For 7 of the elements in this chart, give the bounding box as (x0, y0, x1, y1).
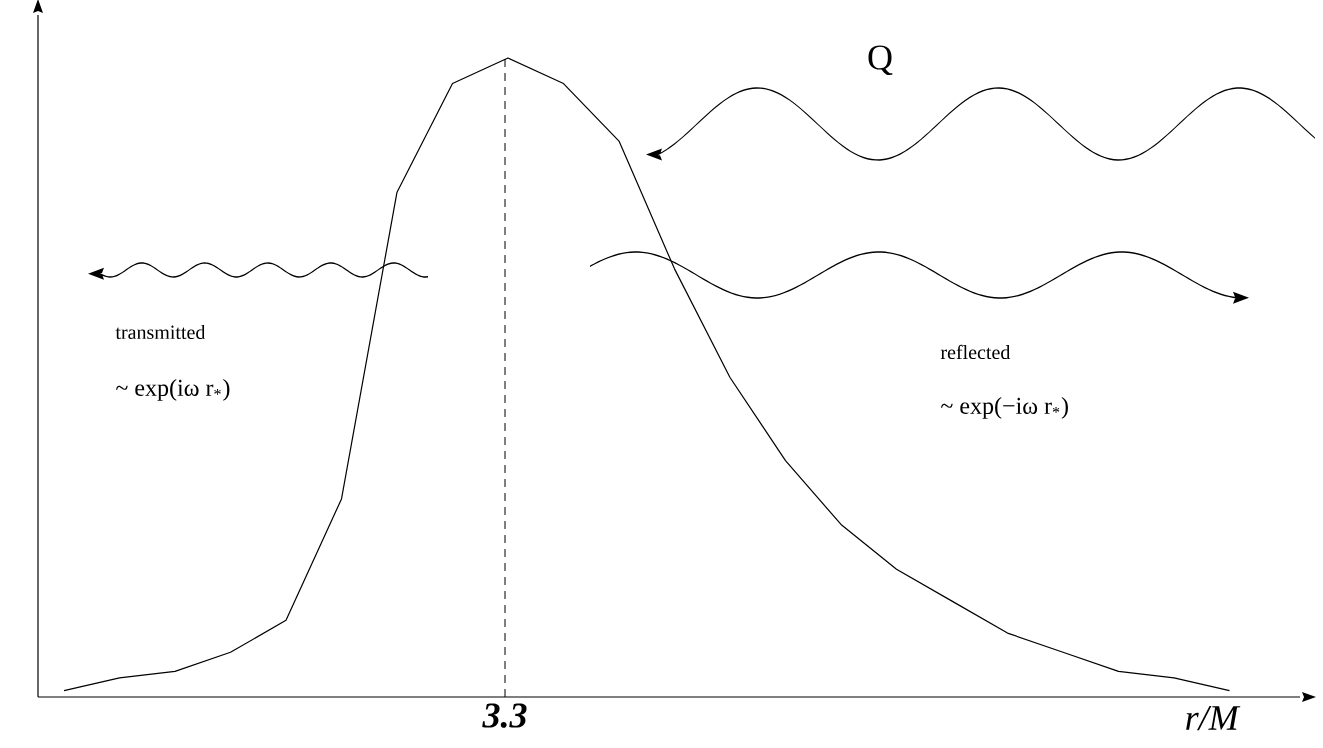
annotation: reflected (940, 344, 1011, 360)
annotation: ~ exp(iω r$_{*}$) (116, 379, 230, 401)
text: 3.3 (482, 703, 527, 728)
annotation: transmitted (115, 324, 206, 340)
annotation: ~ exp(−iω r$_{*}$) (941, 397, 1068, 419)
annotation: Q (868, 45, 893, 76)
x-axis-title: r/M (1186, 706, 1241, 731)
